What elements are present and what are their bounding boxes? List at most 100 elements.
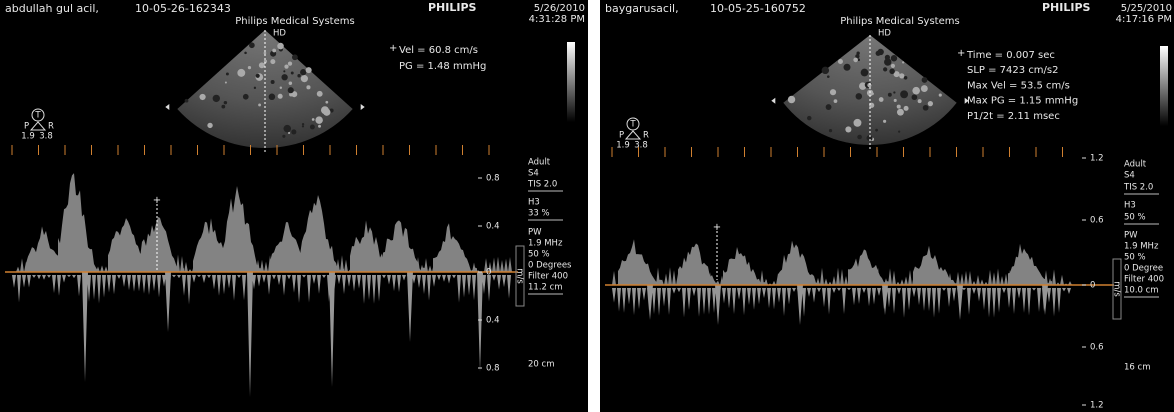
speckle — [891, 64, 895, 68]
speckle — [876, 51, 881, 56]
grayscale-bar — [1160, 46, 1168, 126]
speckle — [244, 52, 247, 55]
speckle — [867, 83, 871, 87]
speckle — [883, 67, 887, 71]
setting: Filter 400 — [1124, 275, 1164, 285]
scale-label: 0 — [486, 268, 491, 278]
probe-left: P — [24, 122, 29, 132]
setting: Adult — [528, 158, 551, 168]
speckle — [225, 82, 227, 84]
scale-label: 1.2 — [1090, 154, 1104, 164]
speckle — [889, 69, 894, 74]
speckle — [185, 99, 189, 103]
brand: PHILIPS — [1042, 1, 1091, 14]
caliper-mark: + — [153, 195, 161, 206]
scale-label: 1.2 — [1090, 401, 1104, 411]
measurement: SLP = 7423 cm/s2 — [967, 65, 1059, 76]
date: 5/26/2010 — [534, 3, 585, 14]
speckle — [904, 76, 908, 80]
speckle — [269, 93, 276, 100]
setting: H3 — [1124, 201, 1136, 211]
speckle — [845, 126, 851, 132]
probe-depth: 3.8 — [39, 132, 53, 142]
speckle — [894, 99, 897, 102]
setting: 33 % — [528, 209, 550, 219]
measurement: Vel = 60.8 cm/s — [399, 45, 478, 56]
speckle — [822, 67, 829, 74]
speckle — [912, 94, 918, 100]
speckle — [254, 87, 256, 89]
speckle — [853, 58, 858, 63]
speckle — [918, 99, 922, 103]
setting: 50 % — [1124, 213, 1146, 223]
brand: PHILIPS — [428, 1, 477, 14]
setting: 11.2 cm — [528, 283, 563, 293]
setting: 50 % — [528, 250, 550, 260]
probe-top: T — [629, 120, 636, 130]
ultrasound-screens: abdullah gul acil,10-05-26-162343PHILIPS… — [0, 0, 1174, 412]
speckle — [921, 85, 928, 92]
speckle — [249, 42, 255, 48]
speckle — [288, 87, 294, 93]
setting: Filter 400 — [528, 272, 568, 282]
speckle — [829, 129, 832, 132]
speckle — [281, 74, 287, 80]
depth: 20 cm — [528, 360, 554, 370]
setting: 0 Degrees — [528, 261, 572, 271]
setting: Adult — [1124, 160, 1147, 170]
speckle — [923, 105, 929, 111]
probe-left: P — [619, 131, 624, 141]
probe-depth: 1.9 — [21, 132, 35, 142]
speckle — [288, 132, 290, 134]
speckle — [284, 65, 288, 69]
grayscale-bar — [567, 42, 575, 122]
speckle — [199, 94, 205, 100]
setting: S4 — [528, 169, 539, 179]
speckle — [291, 72, 294, 75]
speckle — [788, 96, 795, 103]
setting: 10.0 cm — [1124, 286, 1159, 296]
setting: 0 Degree — [1124, 264, 1163, 274]
scale-label: 0 — [1090, 281, 1095, 291]
speckle — [838, 59, 843, 64]
speckle — [283, 125, 291, 133]
speckle — [264, 52, 267, 55]
speckle — [277, 43, 284, 50]
speckle — [224, 101, 227, 104]
measurement: Max PG = 1.15 mmHg — [967, 96, 1078, 107]
speckle — [872, 93, 874, 95]
speckle — [297, 74, 300, 77]
speckle — [292, 54, 298, 60]
time: 4:17:16 PM — [1116, 14, 1172, 25]
setting: S4 — [1124, 171, 1135, 181]
speckle — [826, 104, 832, 110]
speckle — [278, 94, 283, 99]
exam-id: 10-05-25-160752 — [710, 2, 806, 15]
speckle — [897, 105, 901, 109]
speckle — [272, 49, 276, 53]
probe-depth: 1.9 — [616, 141, 630, 151]
speckle — [830, 89, 836, 95]
setting: 1.9 MHz — [1124, 242, 1159, 252]
speckle — [237, 69, 245, 77]
caliper-mark: + — [713, 222, 721, 233]
setting: PW — [1124, 231, 1138, 241]
system-name: Philips Medical Systems — [840, 16, 959, 27]
speckle — [318, 125, 321, 128]
speckle — [922, 77, 928, 83]
measurement: P1/2t = 2.11 msec — [967, 111, 1060, 122]
speckle — [291, 129, 296, 134]
speckle — [883, 120, 886, 123]
speckle — [875, 129, 878, 132]
speckle — [226, 72, 229, 75]
setting: TIS 2.0 — [1123, 183, 1153, 193]
speckle — [827, 75, 830, 78]
speckle — [280, 87, 282, 89]
unit: m/s — [515, 268, 525, 284]
speckle — [844, 64, 851, 71]
depth: 16 cm — [1124, 363, 1150, 373]
speckle — [289, 82, 292, 85]
time: 4:31:28 PM — [529, 14, 585, 25]
unit: m/s — [1112, 281, 1122, 297]
